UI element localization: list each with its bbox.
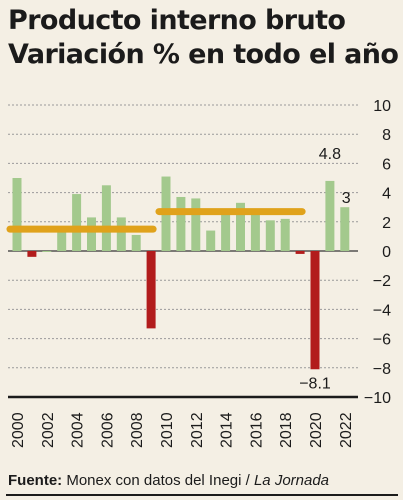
- data-label-2022: 3: [342, 190, 351, 207]
- x-tick-label-2000: 2000: [10, 412, 27, 448]
- y-tick-label: 2: [382, 215, 391, 232]
- bar-2006: [101, 185, 111, 251]
- bar-2016: [250, 213, 260, 251]
- bar-2022: [340, 207, 350, 251]
- x-tick-label-2004: 2004: [70, 412, 87, 448]
- bar-2019: [295, 251, 305, 254]
- bar-2003: [57, 230, 67, 251]
- y-tick-label: −6: [373, 332, 391, 349]
- chart-title-line-1: Producto interno bruto: [8, 5, 346, 36]
- y-tick-label: −4: [373, 302, 391, 319]
- x-tick-label-2014: 2014: [219, 412, 236, 448]
- bar-2004: [72, 194, 82, 251]
- bar-2008: [131, 234, 141, 251]
- bar-2014: [221, 210, 231, 251]
- bar-2001: [27, 251, 37, 257]
- source-note: Fuente: Monex con datos del Inegi / La J…: [8, 472, 400, 490]
- y-tick-label: 0: [382, 244, 391, 261]
- x-tick-label-2020: 2020: [308, 412, 325, 448]
- chart-title-line-2: Variación % en todo el año: [8, 39, 399, 70]
- data-label-2021: 4.8: [319, 146, 341, 163]
- x-tick-label-2018: 2018: [278, 412, 295, 448]
- bottom-rule: [6, 494, 398, 496]
- x-tick-label-2012: 2012: [189, 412, 206, 448]
- average-lines: [6, 208, 306, 233]
- bar-2018: [280, 218, 290, 251]
- y-tick-label: 8: [382, 127, 391, 144]
- bar-2017: [265, 220, 275, 251]
- data-labels: −8.1 4.8 3: [299, 146, 351, 392]
- bar-2013: [206, 230, 216, 251]
- bars: [12, 176, 350, 370]
- x-tick-label-2022: 2022: [338, 412, 355, 448]
- x-axis-ticks: 2000 2002 2004 2006 2008 2010 2012 2014 2016 2018…: [10, 412, 355, 448]
- bar-2015: [236, 202, 245, 251]
- y-tick-label: −2: [373, 273, 391, 290]
- y-tick-label: 10: [373, 98, 391, 115]
- x-tick-label-2010: 2010: [159, 412, 176, 448]
- y-tick-label: 4: [382, 186, 391, 203]
- bar-2000: [12, 178, 22, 251]
- source-text: Monex con datos del Inegi /: [66, 472, 250, 489]
- bar-2021: [325, 180, 335, 251]
- data-label-2020: −8.1: [299, 375, 331, 392]
- bar-2007: [116, 217, 126, 251]
- y-axis-ticks: 10 8 6 4 2 0 −2 −4 −6 −8 −10: [364, 98, 391, 407]
- bar-2011: [176, 196, 186, 251]
- x-tick-label-2016: 2016: [248, 412, 265, 448]
- source-outlet: La Jornada: [253, 472, 330, 489]
- x-tick-label-2006: 2006: [99, 412, 116, 448]
- bar-2002: [42, 251, 52, 252]
- chart-title: Producto interno bruto Variación % en to…: [8, 4, 399, 72]
- bar-2009: [146, 251, 156, 329]
- y-tick-label: −10: [364, 390, 391, 407]
- bar-2012: [191, 198, 201, 251]
- y-tick-label: −8: [373, 361, 391, 378]
- source-label: Fuente:: [8, 472, 63, 489]
- x-tick-label-2002: 2002: [40, 412, 57, 448]
- bar-2020: [310, 251, 320, 370]
- x-tick-label-2008: 2008: [129, 412, 146, 448]
- bar-2005: [87, 217, 96, 251]
- y-tick-label: 6: [382, 156, 391, 173]
